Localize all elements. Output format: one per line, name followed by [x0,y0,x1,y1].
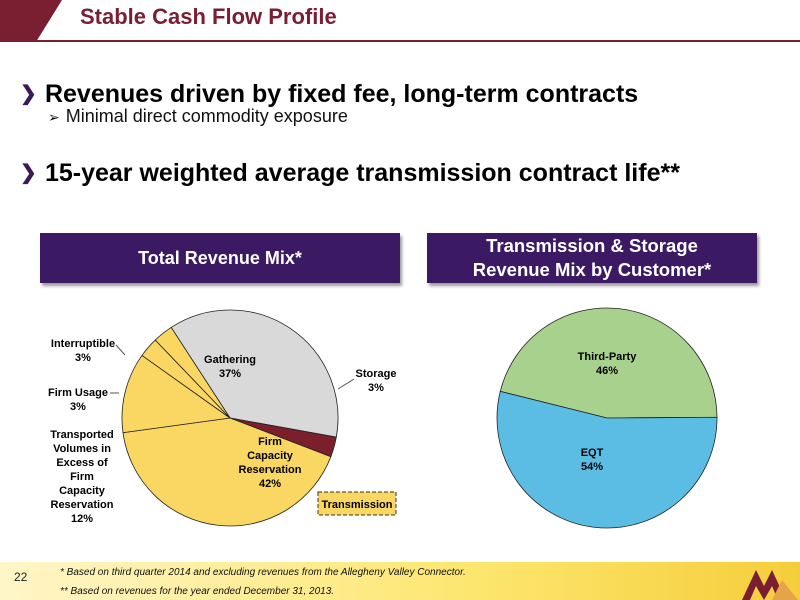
storage-pct: 3% [368,382,384,394]
transported-pct: 12% [71,513,93,525]
sub-bullet-1-text: Minimal direct commodity exposure [65,106,348,126]
chevron-right-icon: ❯ [20,83,37,105]
third-party-label: Third-Party [578,351,638,363]
transmission-legend-label: Transmission [322,499,393,511]
third-party-pct: 46% [596,365,618,377]
transmission-legend-box [317,491,397,516]
firm-cap-label-2: Capacity [247,450,294,462]
customer-mix-title-line1: Transmission & Storage [486,235,698,256]
chevron-right-icon: ❯ [20,162,37,184]
firm-cap-label-1: Firm [258,436,282,448]
footnote-1: * Based on third quarter 2014 and exclud… [60,567,466,578]
interruptible-label: Interruptible [51,338,115,350]
title-bar: Stable Cash Flow Profile [0,0,800,40]
customer-mix-pie-chart: Third-Party 46% EQT 54% [496,307,718,529]
total-revenue-mix-title: Total Revenue Mix* [138,247,302,268]
eqt-pct: 54% [581,461,603,473]
firm-cap-pct: 42% [259,478,281,490]
total-revenue-mix-header: Total Revenue Mix* [40,233,400,283]
firm-usage-label: Firm Usage [48,387,108,399]
firm-cap-label-3: Reservation [239,464,302,476]
sub-bullet-1: ➢ Minimal direct commodity exposure [48,106,348,127]
bullet-1-text: Revenues driven by fixed fee, long-term … [44,80,639,108]
customer-mix-title-line2: Revenue Mix by Customer* [472,259,712,280]
eqt-label: EQT [581,447,604,459]
bullet-2: ❯ 15-year weighted average transmission … [20,159,680,188]
storage-label: Storage [356,368,397,380]
bullet-1: ❯ Revenues driven by fixed fee, long-ter… [20,80,638,109]
pie-slice-firm-capacity-reservation [122,417,332,527]
gathering-label: Gathering [204,354,256,366]
transported-label-4: Firm [70,471,94,483]
arrow-right-icon: ➢ [48,109,60,125]
firm-usage-pct: 3% [70,401,86,413]
storage-leader [337,378,355,390]
bullet-2-text: 15-year weighted average transmission co… [44,159,680,187]
pie-slice-interruptible [154,326,231,419]
page-title: Stable Cash Flow Profile [80,4,337,29]
interruptible-pct: 3% [75,352,91,364]
transported-label-1: Transported [50,429,114,441]
title-divider [0,40,800,42]
transported-label-2: Volumes in [53,443,111,455]
transported-label-group: Transported Volumes in Excess of Firm Ca… [50,429,114,525]
total-revenue-pie-chart: Gathering 37% Storage 3% Firm Capacity R… [48,309,397,527]
pie-slice-third-party [499,307,718,419]
transported-label-3: Excess of [56,457,108,469]
page-number: 22 [14,570,28,584]
transported-label-6: Reservation [51,499,114,511]
customer-mix-header: Transmission & Storage Revenue Mix by Cu… [427,233,757,283]
footnote-2: ** Based on revenues for the year ended … [60,586,335,597]
pie-slice-eqt [496,390,718,529]
gathering-pct: 37% [219,368,241,380]
pie2-slices [496,307,718,529]
interruptible-leader [115,344,126,356]
pie1-slices [121,309,339,527]
footer-bar [0,562,800,600]
logo-mark-icon [742,570,786,600]
brand-wedge [0,0,62,40]
logo-accent-icon [772,580,798,600]
pie-slice-transported-volumes-in-excess-of-firm-capacity-reservation [121,354,232,434]
pie-slice-gathering [170,309,339,438]
transported-label-5: Capacity [59,485,106,497]
company-logo [742,570,798,600]
